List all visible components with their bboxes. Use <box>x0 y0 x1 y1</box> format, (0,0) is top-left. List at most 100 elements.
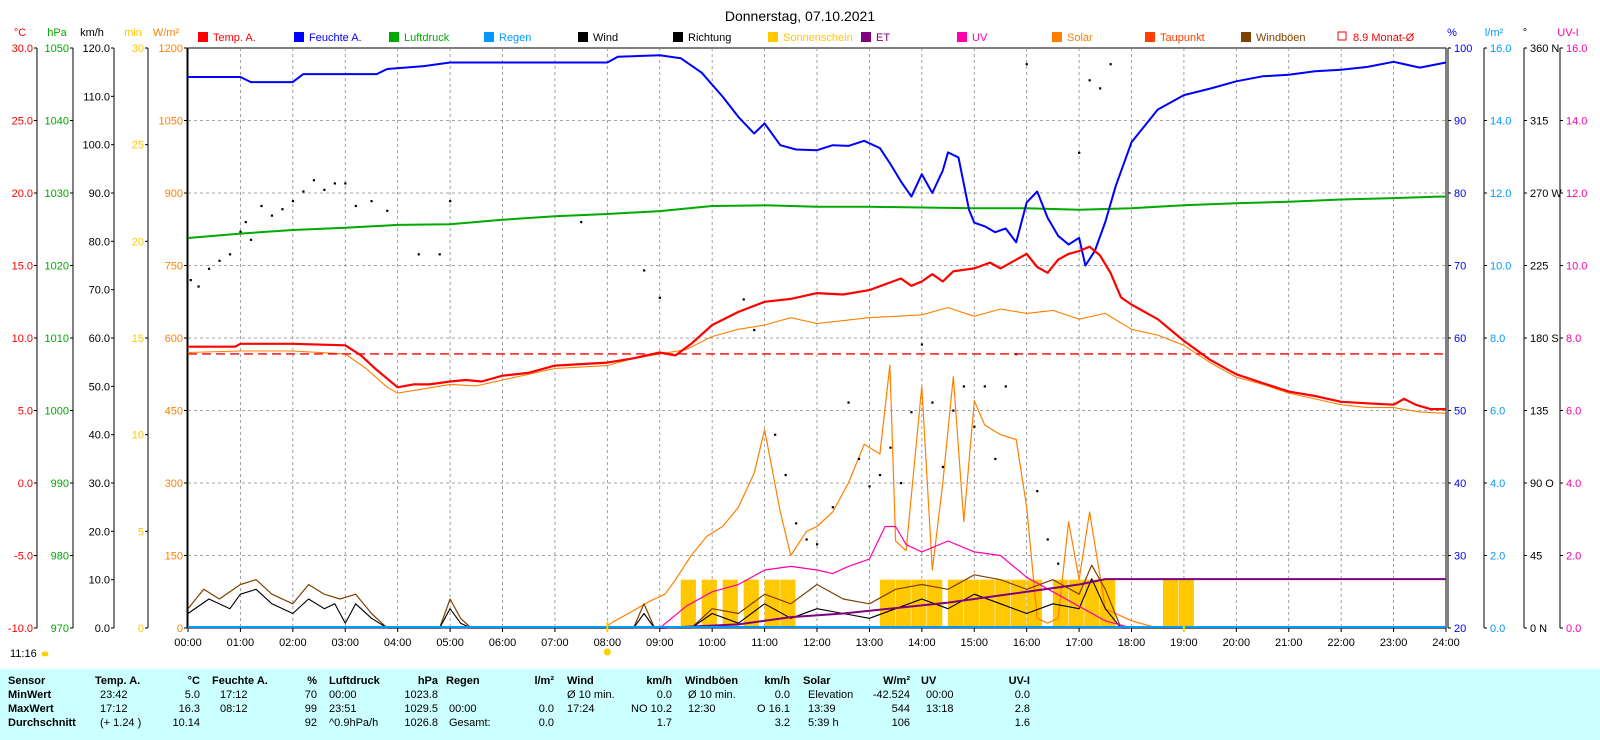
axis-tick-rain: 16.0 <box>1490 43 1511 55</box>
x-tick-label: 04:00 <box>384 637 412 649</box>
stats-header-label: Solar <box>803 675 831 687</box>
axis-tick-humidity: 80 <box>1454 188 1466 200</box>
direction-dot <box>878 473 882 477</box>
direction-dot <box>260 204 263 208</box>
axis-tick-wind: 80.0 <box>89 236 110 248</box>
direction-dot <box>228 253 232 256</box>
sunshine-bar <box>764 579 780 628</box>
axis-unit-wind: km/h <box>80 27 104 39</box>
stats-cell: 0.0 <box>538 717 554 729</box>
legend-label-sunshine: Sonnenschein <box>783 32 853 44</box>
legend-label-humidity: Feuchte A. <box>309 32 362 44</box>
stats-header-label: Regen <box>446 675 480 687</box>
axis-tick-pressure: 1030 <box>45 188 69 200</box>
direction-dot <box>962 385 965 388</box>
axis-tick-solar: 1200 <box>159 43 183 55</box>
x-tick-label: 21:00 <box>1275 637 1303 649</box>
axis-tick-temp: 0.0 <box>18 478 33 490</box>
stats-header-unit: °C <box>187 675 200 687</box>
x-tick-label: 23:00 <box>1380 637 1408 649</box>
direction-dot <box>344 182 347 185</box>
axis-tick-temp: 25.0 <box>12 116 33 128</box>
direction-dot <box>333 182 336 185</box>
sunshine-bar <box>722 579 738 628</box>
x-tick-label: 01:00 <box>227 637 255 649</box>
stats-cell: 99 <box>304 703 317 715</box>
chart-axes: °C 30.0 25.0 20.0 15.0 10.0 5.0 0.0 -5.0 -10.0 hPa… <box>8 27 1588 649</box>
axis-tick-pressure: 990 <box>51 478 69 490</box>
axis-tick-uv: 16.0 <box>1566 43 1587 55</box>
axis-tick-wind: 110.0 <box>83 91 110 103</box>
axis-tick-direction: 360 N <box>1530 43 1559 55</box>
axis-tick-humidity: 100 <box>1454 43 1472 55</box>
axis-tick-sunshine: 10 <box>132 430 144 442</box>
stats-cell: 23:51 <box>329 703 357 715</box>
direction-dot <box>1099 87 1102 90</box>
direction-dot <box>816 543 819 546</box>
axis-tick-temp: 5.0 <box>18 406 33 418</box>
x-tick-label: 07:00 <box>541 637 569 649</box>
direction-dot <box>218 259 221 262</box>
direction-dot <box>1109 63 1112 66</box>
weather-chart: Donnerstag, 07.10.2021 Temp. A. Feuchte A… <box>8 8 1588 660</box>
direction-dot <box>189 279 192 282</box>
axis-tick-rain: 14.0 <box>1490 116 1511 128</box>
direction-dot <box>973 425 976 428</box>
direction-dot <box>1088 79 1091 82</box>
direction-dot <box>994 457 997 461</box>
sunrise-marker-icon <box>603 648 611 656</box>
stats-cell: 1026.8 <box>404 717 438 729</box>
stats-cell: 106 <box>891 717 910 729</box>
direction-dot <box>312 179 315 182</box>
legend-label-monthavg: 8.9 Monat-Ø <box>1353 32 1415 44</box>
stats-header-label: Luftdruck <box>329 675 380 687</box>
direction-dot <box>438 253 441 256</box>
legend-label-solar: Solar <box>1067 32 1093 44</box>
stats-cell: 0.0 <box>1014 689 1030 701</box>
direction-dot <box>580 221 583 224</box>
stats-cell: 2.8 <box>1014 703 1030 715</box>
series-line-solar <box>604 364 1184 629</box>
stats-cell: Gesamt: <box>449 717 491 729</box>
stats-cell: 12:30 <box>688 703 716 715</box>
axis-tick-direction: 45 <box>1530 551 1542 563</box>
axis-tick-wind: 70.0 <box>89 285 110 297</box>
stats-row-label: Durchschnitt <box>8 717 76 729</box>
sunshine-bar <box>911 579 927 628</box>
sunshine-bar <box>948 579 964 628</box>
sun-marker-icon <box>41 651 49 657</box>
sunshine-bar <box>680 579 696 628</box>
stats-header-unit: km/h <box>646 675 672 687</box>
direction-dot <box>197 285 200 288</box>
axis-tick-direction: 90 O <box>1530 478 1554 490</box>
axis-tick-temp: 30.0 <box>12 43 33 55</box>
stats-header-unit: % <box>307 675 317 687</box>
stats-cell: (+ 1.24 ) <box>100 717 142 729</box>
axis-tick-uv: 2.0 <box>1566 551 1581 563</box>
direction-dot <box>753 328 756 332</box>
chart-legend: Temp. A. Feuchte A. Luftdruck Regen Wind Rich… <box>198 31 1415 44</box>
stats-cell: 17:12 <box>220 689 248 701</box>
axis-tick-uv: 8.0 <box>1566 333 1581 345</box>
direction-dot <box>370 200 373 203</box>
x-tick-label: 05:00 <box>436 637 464 649</box>
legend-label-dewpoint: Taupunkt <box>1160 32 1205 44</box>
series-line-et <box>659 578 1446 629</box>
direction-dot <box>323 188 326 191</box>
x-tick-label: 17:00 <box>1065 637 1093 649</box>
legend-swatch-direction <box>673 32 683 42</box>
stats-cell: Elevation <box>808 689 854 701</box>
legend-swatch-wind <box>578 32 588 42</box>
axis-tick-wind: 100.0 <box>82 140 110 152</box>
axis-tick-sunshine: 25 <box>132 140 144 152</box>
direction-dot <box>291 200 295 203</box>
legend-swatch-temp <box>198 32 208 42</box>
legend-label-et: ET <box>876 32 890 44</box>
sunshine-bar <box>879 579 896 628</box>
axis-tick-direction: 225 <box>1530 261 1548 273</box>
stats-cell: O 16.1 <box>756 703 790 715</box>
series-line-temp <box>188 245 1446 411</box>
direction-dot <box>742 298 745 301</box>
x-tick-label: 14:00 <box>908 637 936 649</box>
axis-tick-pressure: 970 <box>51 623 69 635</box>
